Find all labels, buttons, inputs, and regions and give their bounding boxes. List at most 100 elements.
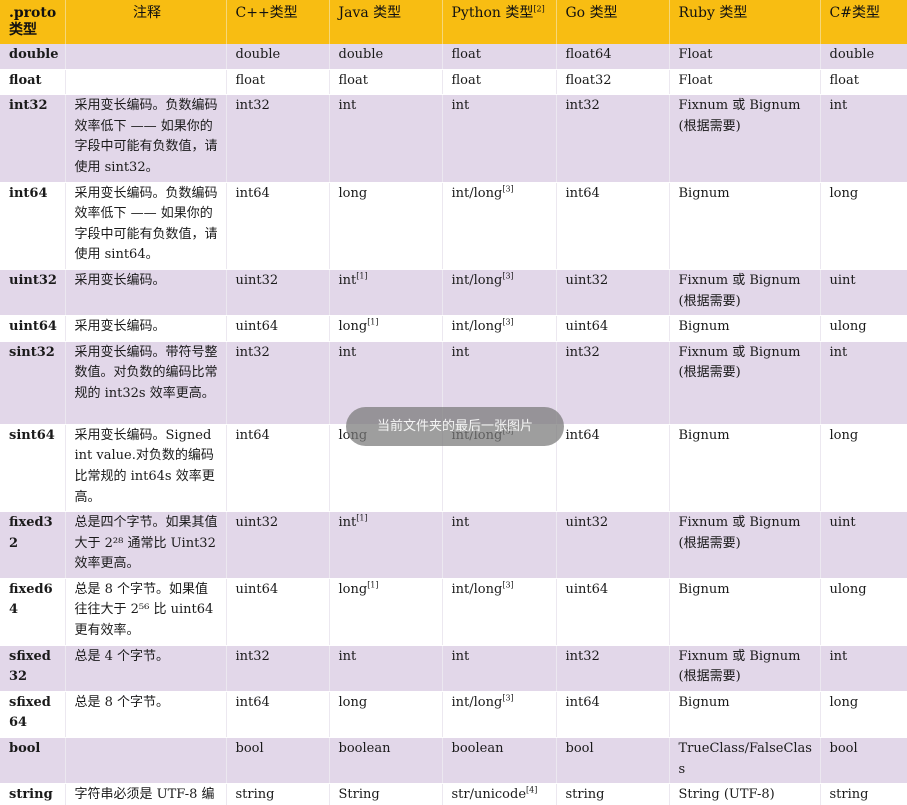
footnote-marker: [3] bbox=[502, 271, 514, 281]
comment-cell bbox=[65, 737, 227, 785]
cell-text: float32 bbox=[565, 72, 612, 88]
cell-text: sfixed32 bbox=[9, 648, 51, 685]
column-header-label: Java 类型 bbox=[338, 5, 402, 21]
cell-text: uint32 bbox=[235, 272, 279, 288]
python-type-cell: int/long[3] bbox=[442, 578, 557, 646]
cell-text: boolean bbox=[338, 741, 391, 757]
go-type-cell: uint32 bbox=[556, 511, 670, 579]
cell-text: 采用变长编码。负数编码效率低下 —— 如果你的字段中可能有负数值，请使用 sin… bbox=[74, 98, 218, 175]
cell-text: int bbox=[451, 648, 470, 664]
ruby-type-cell: Float bbox=[669, 69, 821, 96]
cell-text: long bbox=[338, 694, 368, 710]
cell-text: int32 bbox=[235, 648, 270, 664]
java-type-cell: long bbox=[329, 424, 443, 513]
comment-cell: 采用变长编码。 bbox=[65, 315, 227, 342]
csharp-type-cell: uint bbox=[820, 269, 907, 317]
cell-text: Fixnum 或 Bignum (根据需要) bbox=[678, 344, 801, 381]
cell-text: bool bbox=[235, 741, 264, 757]
go-type-cell: int32 bbox=[556, 341, 670, 425]
cpp-type-cell: int32 bbox=[226, 341, 330, 425]
comment-cell: 采用变长编码。负数编码效率低下 —— 如果你的字段中可能有负数值，请使用 sin… bbox=[65, 94, 227, 183]
column-header-label: Go 类型 bbox=[565, 5, 618, 21]
ruby-type-cell: String (UTF-8) bbox=[669, 783, 821, 805]
cell-text: boolean bbox=[451, 741, 504, 757]
column-header-comment: 注释 bbox=[65, 0, 227, 44]
java-type-cell: float bbox=[329, 69, 443, 96]
cell-text: int32 bbox=[9, 98, 48, 114]
cell-text: float bbox=[829, 72, 859, 88]
cell-text: uint32 bbox=[9, 272, 57, 288]
cell-text: int32 bbox=[235, 344, 270, 360]
cell-text: TrueClass/FalseClass bbox=[678, 741, 812, 777]
go-type-cell: string bbox=[556, 783, 670, 805]
python-type-cell: float bbox=[442, 69, 557, 96]
cpp-type-cell: bool bbox=[226, 737, 330, 785]
cell-text: sfixed64 bbox=[9, 694, 51, 731]
cell-text: int64 bbox=[565, 694, 600, 710]
cpp-type-cell: int64 bbox=[226, 424, 330, 513]
cell-text: int/long bbox=[451, 272, 503, 288]
table-row: bool bool boolean boolean bool TrueClass/Fals… bbox=[0, 737, 907, 785]
cell-text: Fixnum 或 Bignum (根据需要) bbox=[678, 515, 801, 551]
ruby-type-cell: Bignum bbox=[669, 424, 821, 513]
cell-text: Float bbox=[678, 72, 713, 88]
cell-text: Bignum bbox=[678, 185, 730, 201]
cpp-type-cell: string bbox=[226, 783, 330, 805]
cell-text: Bignum bbox=[678, 581, 730, 597]
java-type-cell: boolean bbox=[329, 737, 443, 785]
footnote-marker: [2] bbox=[533, 4, 545, 14]
cell-text: fixed64 bbox=[9, 581, 53, 618]
cell-text: Float bbox=[678, 47, 713, 62]
cell-text: Fixnum 或 Bignum (根据需要) bbox=[678, 98, 801, 134]
cell-text: ulong bbox=[829, 319, 867, 335]
cell-text: uint64 bbox=[235, 581, 279, 597]
footnote-marker: [1] bbox=[356, 271, 368, 281]
java-type-cell: int bbox=[329, 94, 443, 183]
cell-text: str/unicode bbox=[451, 787, 527, 803]
cell-text: sint64 bbox=[9, 427, 55, 443]
ruby-type-cell: Fixnum 或 Bignum (根据需要) bbox=[669, 511, 821, 579]
column-header-label: Python 类型 bbox=[451, 5, 534, 21]
proto-type-cell: fixed64 bbox=[0, 578, 66, 646]
cpp-type-cell: int32 bbox=[226, 645, 330, 692]
cell-text: Bignum bbox=[678, 694, 730, 710]
go-type-cell: uint64 bbox=[556, 315, 670, 342]
go-type-cell: int64 bbox=[556, 424, 670, 513]
cell-text: int32 bbox=[565, 648, 600, 664]
csharp-type-cell: int bbox=[820, 645, 907, 692]
cell-text: int bbox=[829, 648, 848, 664]
go-type-cell: int32 bbox=[556, 94, 670, 183]
go-type-cell: int32 bbox=[556, 645, 670, 692]
table-row: int32 采用变长编码。负数编码效率低下 —— 如果你的字段中可能有负数值，请使… bbox=[0, 94, 907, 183]
cell-text: 总是 4 个字节。 bbox=[74, 648, 170, 664]
python-type-cell: int/long[3] bbox=[442, 182, 557, 270]
cell-text: uint32 bbox=[565, 272, 609, 288]
cell-text: float bbox=[451, 72, 481, 88]
csharp-type-cell: long bbox=[820, 424, 907, 513]
java-type-cell: long[1] bbox=[329, 315, 443, 342]
cell-text: long bbox=[338, 581, 368, 597]
python-type-cell: int/long[3] bbox=[442, 691, 557, 739]
go-type-cell: float32 bbox=[556, 69, 670, 96]
cell-text: int32 bbox=[565, 98, 600, 114]
column-header-label: Ruby 类型 bbox=[678, 5, 748, 21]
python-type-cell: float bbox=[442, 44, 557, 70]
comment-cell: 采用变长编码。负数编码效率低下 —— 如果你的字段中可能有负数值，请使用 sin… bbox=[65, 182, 227, 270]
footnote-marker: [4] bbox=[526, 785, 538, 795]
csharp-type-cell: ulong bbox=[820, 315, 907, 342]
footnote-marker: [1] bbox=[356, 513, 368, 523]
cell-text: uint bbox=[829, 272, 856, 288]
java-type-cell: int bbox=[329, 645, 443, 692]
cell-text: string bbox=[829, 787, 869, 803]
cell-text: long bbox=[829, 694, 859, 710]
proto-type-cell: uint32 bbox=[0, 269, 66, 317]
cell-text: 采用变长编码。Signed int value.对负数的编码比常规的 int64… bbox=[74, 427, 215, 505]
cell-text: long bbox=[338, 319, 368, 335]
column-header-go-type: Go 类型 bbox=[556, 0, 670, 44]
proto-type-cell: string bbox=[0, 783, 66, 805]
go-type-cell: int64 bbox=[556, 182, 670, 270]
cell-text: 采用变长编码。带符号整数值。对负数的编码比常规的 int32s 效率更高。 bbox=[74, 344, 218, 401]
ruby-type-cell: Bignum bbox=[669, 315, 821, 342]
cell-text: int/long bbox=[451, 185, 503, 201]
proto-type-cell: int32 bbox=[0, 94, 66, 183]
